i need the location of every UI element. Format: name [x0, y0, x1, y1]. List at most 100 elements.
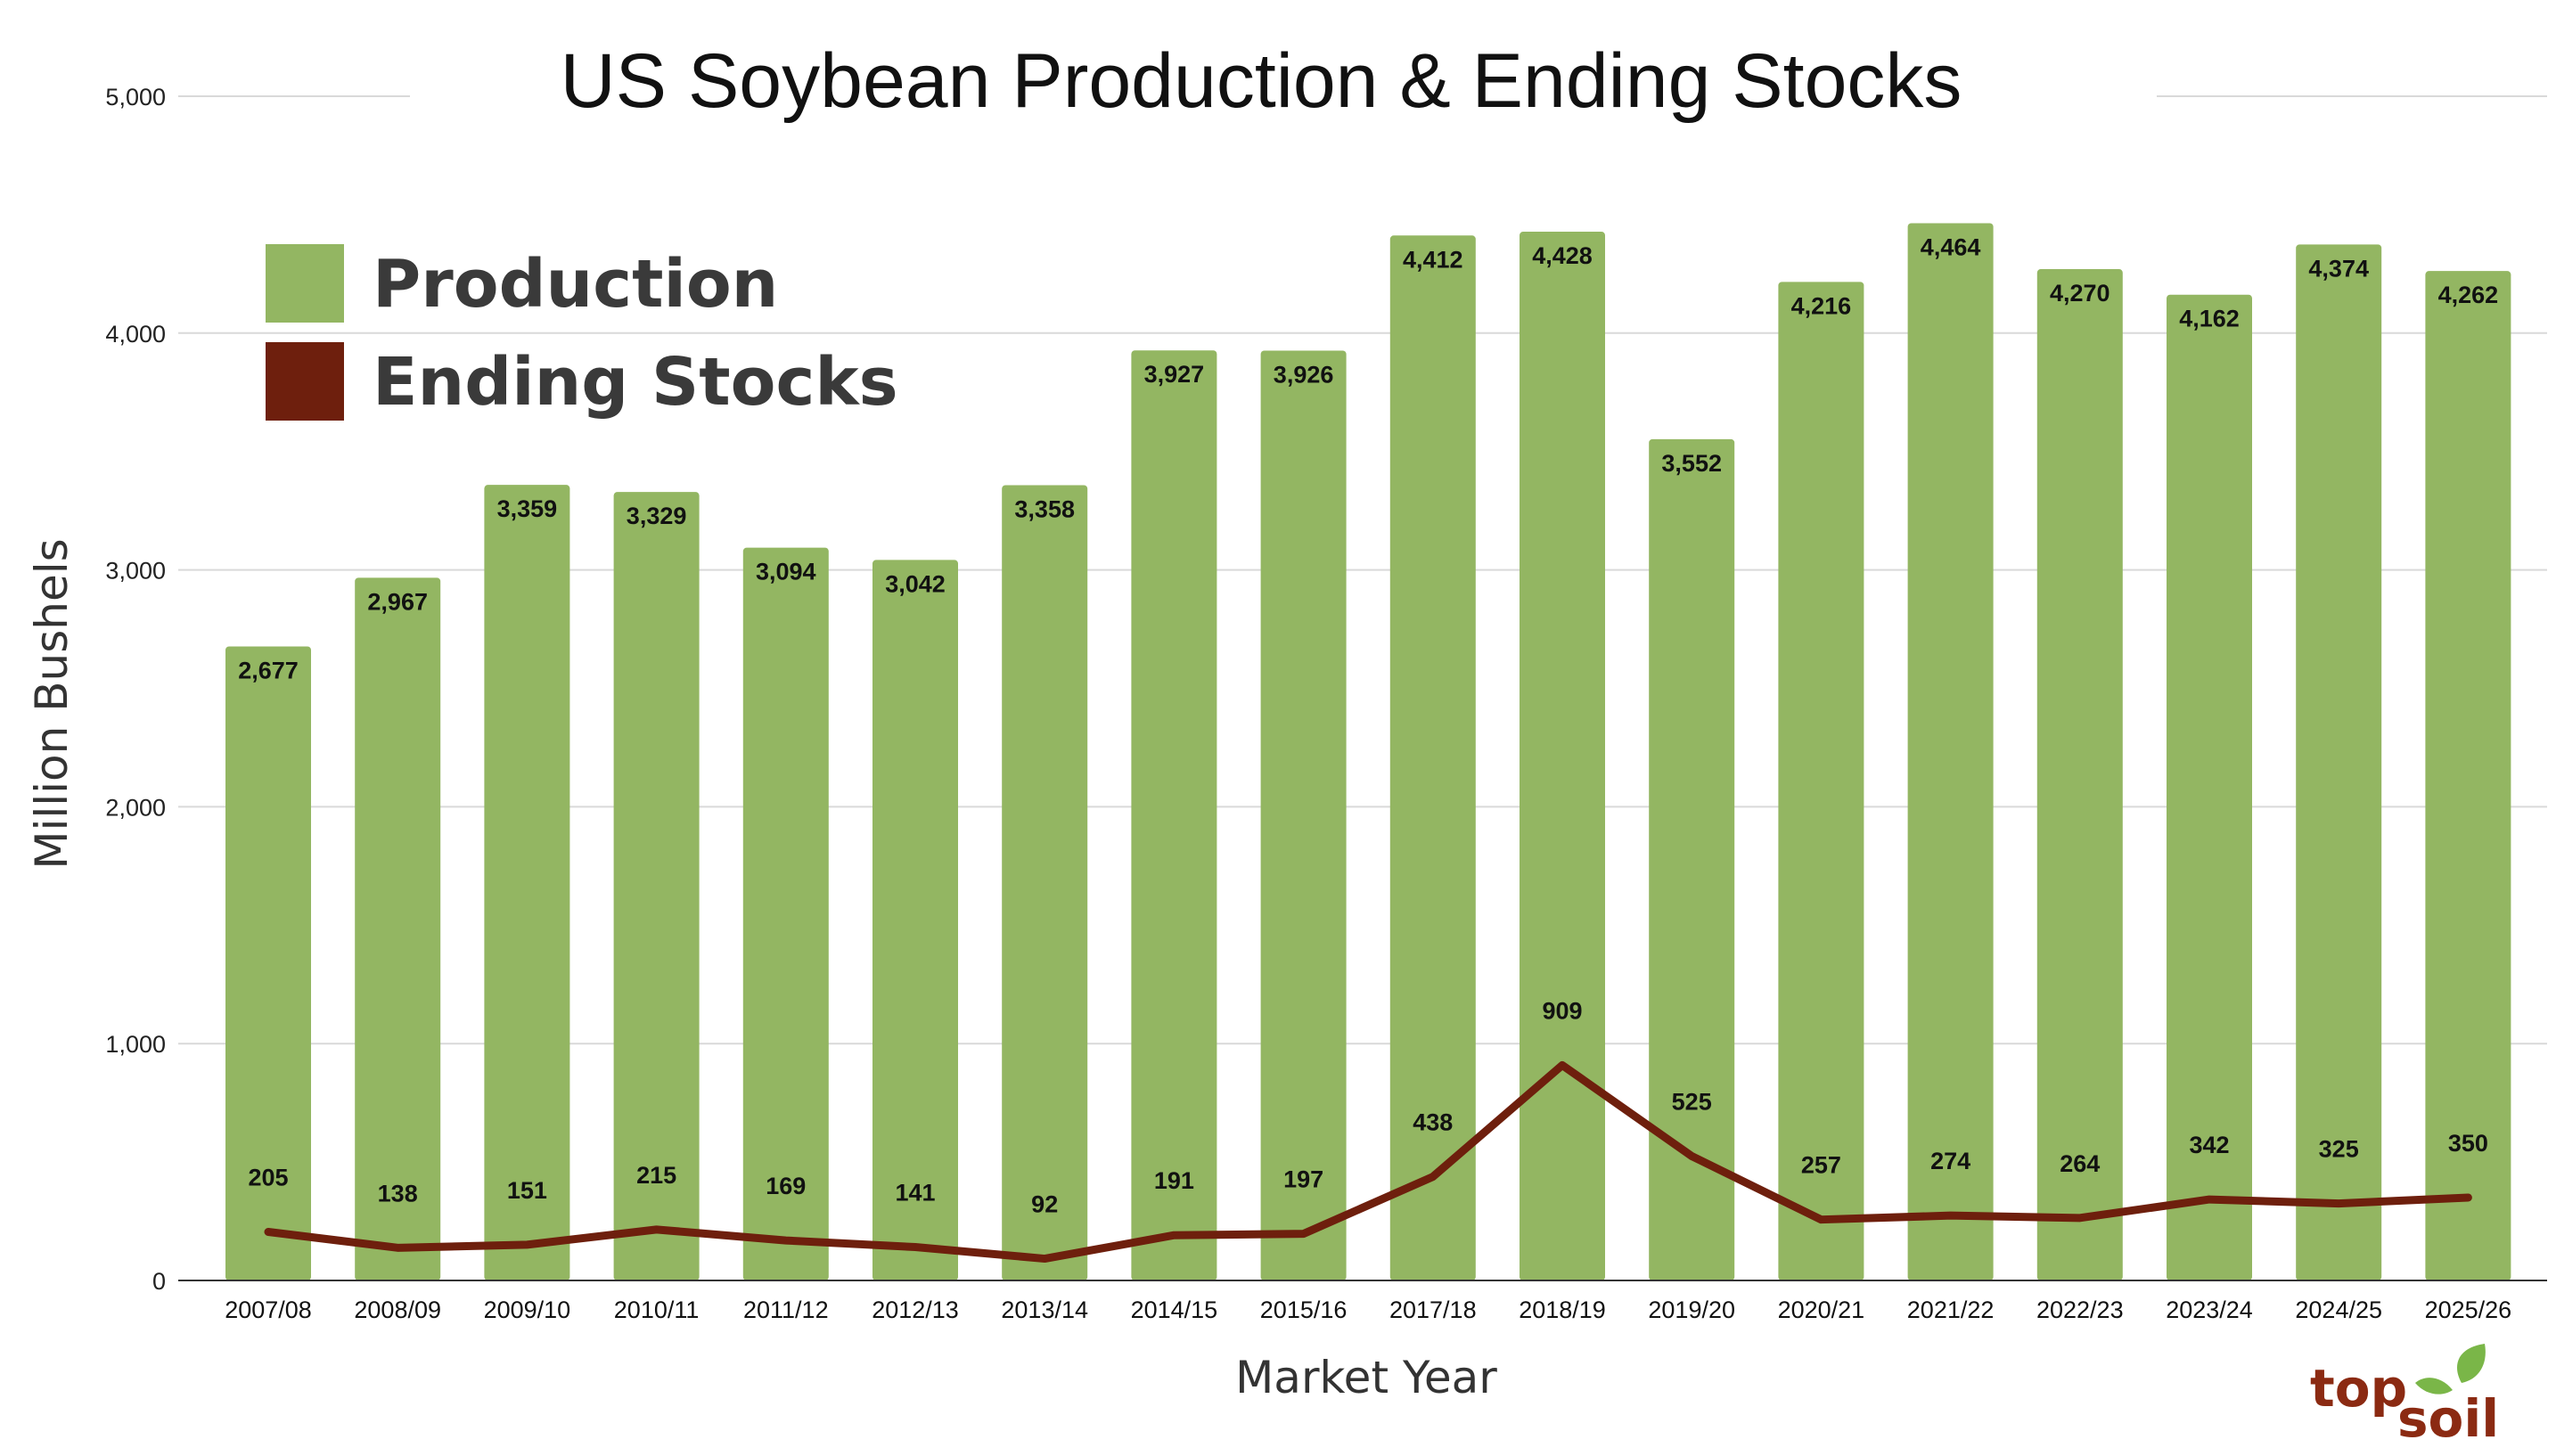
legend: Production Ending Stocks: [266, 244, 898, 421]
production-bar: [742, 547, 829, 1280]
ending-stocks-data-label: 325: [2319, 1136, 2359, 1163]
production-bar: [2425, 271, 2511, 1280]
ending-stocks-data-label: 438: [1413, 1109, 1453, 1136]
ending-stocks-point: [1431, 1175, 1434, 1178]
x-tick-label: 2014/15: [1131, 1296, 1218, 1323]
y-tick-label: 1,000: [105, 1031, 166, 1058]
ending-stocks-point: [655, 1228, 658, 1231]
ending-stocks-data-label: 141: [895, 1180, 935, 1207]
production-bar: [484, 485, 570, 1280]
ending-stocks-point: [1949, 1215, 1952, 1217]
y-tick-label: 2,000: [105, 794, 166, 821]
ending-stocks-point: [914, 1246, 916, 1248]
y-axis-title: Million Bushels: [26, 538, 78, 869]
x-tick-label: 2013/14: [1001, 1296, 1088, 1323]
ending-stocks-data-label: 205: [248, 1165, 288, 1191]
production-bar: [1131, 350, 1217, 1281]
production-data-label: 4,412: [1403, 246, 1463, 273]
x-tick-label: 2011/12: [743, 1296, 829, 1323]
ending-stocks-data-label: 151: [507, 1177, 547, 1204]
production-data-label: 3,927: [1144, 361, 1205, 388]
legend-label-ending-stocks: Ending Stocks: [373, 344, 898, 421]
x-tick-label: 2023/24: [2166, 1296, 2253, 1323]
ending-stocks-point: [2078, 1216, 2081, 1219]
production-data-label: 4,162: [2179, 306, 2240, 332]
production-bar: [355, 577, 441, 1280]
production-bar: [1260, 350, 1347, 1280]
ending-stocks-point: [1820, 1218, 1823, 1221]
production-data-label: 4,262: [2438, 282, 2499, 308]
production-data-label: 4,428: [1532, 242, 1593, 269]
production-bar: [1002, 485, 1088, 1280]
x-tick-label: 2012/13: [872, 1296, 959, 1323]
production-data-label: 4,270: [2050, 280, 2110, 307]
production-bars: [225, 223, 2511, 1281]
ending-stocks-point: [397, 1247, 399, 1249]
sprout-icon: [2415, 1344, 2486, 1395]
x-tick-label: 2022/23: [2036, 1296, 2124, 1323]
y-tick-label: 5,000: [105, 84, 166, 110]
x-tick-label: 2021/22: [1907, 1296, 1995, 1323]
ending-stocks-line: [264, 1060, 2472, 1264]
production-data-label: 3,094: [756, 559, 816, 585]
ending-stocks-data-label: 138: [378, 1180, 418, 1207]
production-bar: [872, 560, 958, 1280]
topsoil-logo: top soil: [2310, 1344, 2499, 1449]
ending-stocks-point: [1691, 1155, 1693, 1157]
ending-stocks-data-label: 257: [1801, 1152, 1841, 1179]
ending-stocks-data-label: 197: [1283, 1166, 1323, 1193]
x-tick-label: 2020/21: [1778, 1296, 1865, 1323]
logo-word-soil: soil: [2397, 1388, 2499, 1449]
x-tick-label: 2019/20: [1648, 1296, 1735, 1323]
production-bar: [2167, 294, 2252, 1281]
ending-stocks-data-label: 92: [1031, 1191, 1058, 1218]
production-data-label: 3,358: [1014, 495, 1075, 522]
legend-swatch-production: [266, 244, 344, 323]
x-tick-label: 2007/08: [225, 1296, 312, 1323]
legend-label-production: Production: [373, 246, 778, 323]
ending-stocks-line-group: [264, 1060, 2472, 1264]
production-bar: [1649, 438, 1735, 1280]
y-tick-label: 3,000: [105, 558, 166, 585]
ending-stocks-data-label: 215: [636, 1162, 676, 1189]
ending-stocks-point: [2208, 1198, 2210, 1201]
legend-swatch-ending-stocks: [266, 342, 344, 421]
x-tick-label: 2010/11: [614, 1296, 700, 1323]
ending-stocks-point: [1173, 1234, 1176, 1237]
production-bar: [1520, 232, 1605, 1280]
production-data-label: 4,216: [1791, 292, 1852, 319]
x-tick-label: 2025/26: [2425, 1296, 2512, 1323]
x-tick-label: 2024/25: [2295, 1296, 2382, 1323]
production-bar: [1389, 235, 1476, 1280]
production-bar: [1907, 223, 1994, 1281]
production-bar: [2036, 269, 2123, 1281]
ending-stocks-point: [2467, 1196, 2470, 1198]
ending-stocks-data-label: 191: [1154, 1167, 1194, 1194]
ending-stocks-point: [267, 1231, 269, 1233]
chart-title: US Soybean Production & Ending Stocks: [561, 38, 1962, 124]
production-bar: [225, 646, 311, 1280]
x-tick-label: 2008/09: [354, 1296, 441, 1323]
production-bar: [2296, 244, 2382, 1280]
production-data-label: 3,552: [1661, 450, 1722, 477]
production-data-label: 2,677: [238, 657, 299, 683]
ending-stocks-point: [1561, 1064, 1563, 1067]
ending-stocks-data-label: 264: [2060, 1150, 2100, 1177]
ending-stocks-data-label: 342: [2189, 1132, 2229, 1158]
ending-stocks-data-label: 169: [766, 1173, 806, 1199]
ending-stocks-data-label: 274: [1930, 1148, 1970, 1174]
production-data-label: 4,464: [1921, 233, 1981, 260]
production-data-label: 3,359: [497, 495, 558, 522]
ending-stocks-point: [1302, 1232, 1305, 1235]
x-tick-label: 2018/19: [1519, 1296, 1606, 1323]
title-backdrop: [410, 36, 2157, 160]
ending-stocks-point: [1044, 1257, 1046, 1260]
production-data-label: 2,967: [367, 588, 428, 615]
ending-stocks-data-label: 350: [2448, 1130, 2488, 1157]
logo-word-top: top: [2310, 1358, 2407, 1419]
y-tick-label: 0: [152, 1268, 166, 1295]
ending-stocks-point: [784, 1239, 787, 1242]
ending-stocks-point: [526, 1243, 528, 1246]
